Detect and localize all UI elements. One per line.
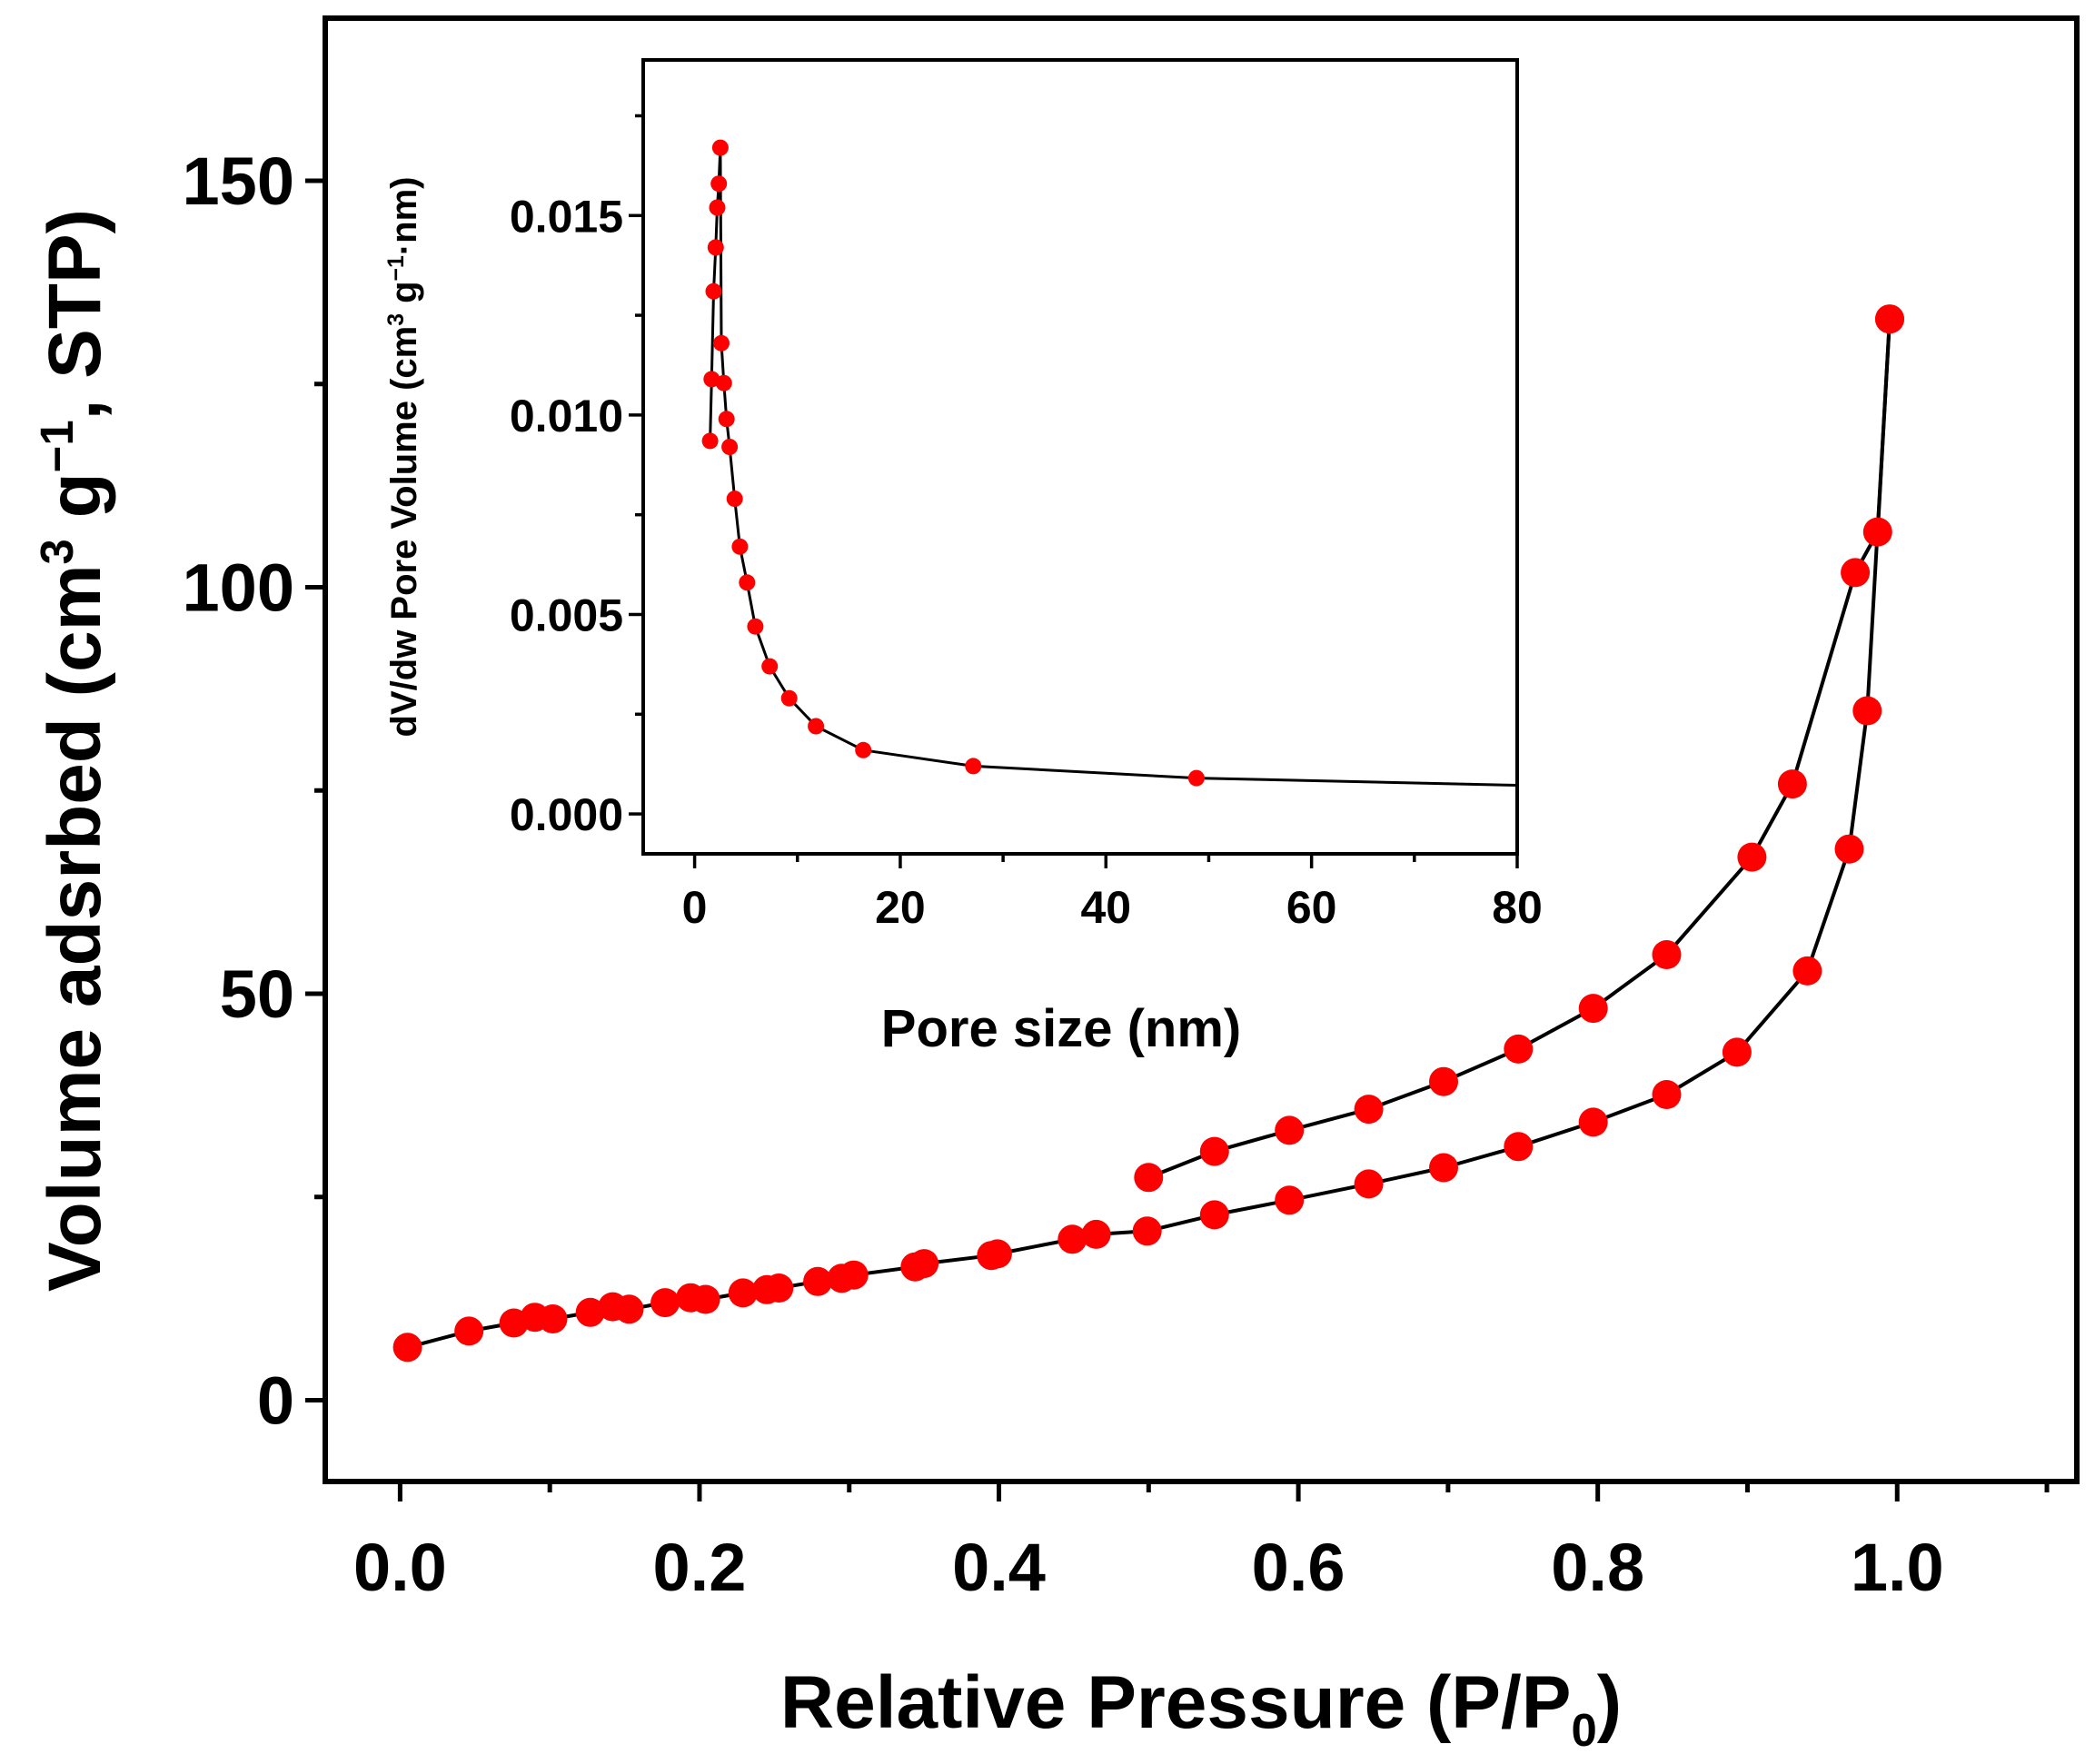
data-point xyxy=(713,334,730,352)
data-point xyxy=(709,199,726,216)
data-point xyxy=(1134,1163,1164,1193)
data-point xyxy=(1354,1169,1384,1199)
data-point xyxy=(728,1278,758,1308)
data-point xyxy=(855,741,872,758)
data-point xyxy=(1652,1080,1682,1109)
data-point xyxy=(1578,994,1608,1024)
data-point xyxy=(803,1266,833,1296)
data-point xyxy=(1652,940,1682,969)
main-y-axis-label: Volume adsrbed (cm3 g−1, STP) xyxy=(31,209,116,1292)
main-plot-frame xyxy=(323,15,2080,1484)
inset-x-axis-label: Pore size (nm) xyxy=(881,999,1241,1058)
inset-data-points xyxy=(701,139,1205,787)
data-point xyxy=(1429,1066,1458,1096)
data-point xyxy=(1722,1037,1752,1067)
data-point xyxy=(747,618,764,635)
x-tick-label: 0.4 xyxy=(952,1530,1046,1605)
data-point xyxy=(1081,1219,1111,1249)
data-point xyxy=(1504,1132,1534,1162)
data-point xyxy=(764,1273,794,1303)
inset-x-tick-labels: 0 20 40 60 80 xyxy=(682,882,1543,933)
data-point xyxy=(1841,558,1871,588)
data-point xyxy=(808,718,825,735)
data-point xyxy=(726,491,743,508)
data-point xyxy=(1199,1136,1229,1166)
y-tick-label: 100 xyxy=(183,550,294,626)
inset-series-lines xyxy=(709,146,1518,787)
y-tick-label: 0.005 xyxy=(510,590,623,640)
x-tick-label: 0.6 xyxy=(1252,1530,1345,1605)
data-point xyxy=(701,432,719,450)
inset-y-tick-labels: 0.000 0.005 0.010 0.015 xyxy=(510,191,623,840)
data-point xyxy=(1275,1185,1305,1215)
inset-tick-marks xyxy=(629,114,1519,868)
data-point xyxy=(710,175,728,193)
data-point xyxy=(1578,1107,1608,1137)
x-tick-label: 0 xyxy=(682,882,708,933)
data-point xyxy=(715,374,732,391)
data-point xyxy=(1057,1224,1087,1254)
data-point xyxy=(982,1239,1012,1269)
data-point xyxy=(1429,1153,1458,1183)
data-point xyxy=(1862,517,1892,547)
data-point xyxy=(739,574,756,591)
x-tick-label: 1.0 xyxy=(1851,1530,1944,1605)
data-point xyxy=(1834,834,1864,864)
x-tick-label: 40 xyxy=(1080,882,1131,933)
data-point xyxy=(1737,842,1767,872)
data-point xyxy=(1792,956,1822,986)
data-point xyxy=(839,1260,869,1290)
main-x-axis-label: Relative Pressure (P/P0) xyxy=(780,1661,1622,1756)
main-x-tick-labels: 0.0 0.2 0.4 0.6 0.8 1.0 xyxy=(353,1530,1944,1605)
data-point xyxy=(1132,1216,1162,1246)
main-y-tick-labels: 0 50 100 150 xyxy=(183,144,294,1439)
data-point xyxy=(1354,1095,1384,1125)
data-point xyxy=(718,411,735,428)
inset-plot-frame xyxy=(641,58,1519,856)
data-point xyxy=(1504,1034,1534,1064)
data-point xyxy=(614,1294,644,1324)
data-point xyxy=(1852,696,1882,726)
data-point xyxy=(707,239,724,256)
data-point xyxy=(703,371,720,388)
x-tick-label: 0.8 xyxy=(1551,1530,1644,1605)
data-point xyxy=(909,1249,939,1279)
data-point xyxy=(721,439,739,455)
data-point xyxy=(965,758,982,775)
x-tick-label: 60 xyxy=(1286,882,1337,933)
x-tick-label: 0.2 xyxy=(653,1530,747,1605)
x-tick-label: 80 xyxy=(1492,882,1543,933)
y-tick-label: 0.000 xyxy=(510,789,623,840)
data-point xyxy=(690,1284,720,1314)
y-tick-label: 0 xyxy=(257,1363,294,1439)
data-point xyxy=(575,1297,605,1327)
data-point xyxy=(705,282,722,300)
data-point xyxy=(761,658,779,675)
series-line xyxy=(709,146,1518,787)
data-point xyxy=(1875,304,1904,334)
data-point xyxy=(538,1304,568,1333)
data-point xyxy=(711,139,729,156)
data-point xyxy=(1187,769,1205,787)
data-point xyxy=(392,1333,422,1363)
y-tick-label: 0.010 xyxy=(510,391,623,441)
y-tick-label: 50 xyxy=(220,956,294,1032)
data-point xyxy=(1777,769,1807,799)
main-chart: 0.0 0.2 0.4 0.6 0.8 1.0 0 50 100 150 Relative Pr… xyxy=(31,15,2080,1756)
data-point xyxy=(780,689,798,707)
data-point xyxy=(1275,1115,1305,1145)
data-point xyxy=(454,1316,484,1346)
inset-y-axis-label: dV/dw Pore Volume (cm3 g−1·nm) xyxy=(384,177,424,738)
y-tick-label: 150 xyxy=(183,144,294,219)
data-point xyxy=(731,538,749,555)
data-point xyxy=(650,1288,680,1318)
y-tick-label: 0.015 xyxy=(510,191,623,242)
main-tick-marks xyxy=(305,178,2050,1501)
x-tick-label: 20 xyxy=(875,882,926,933)
main-data-points xyxy=(392,304,1904,1363)
inset-chart: 0 20 40 60 80 0.000 0.005 0.010 0.015 Pore size… xyxy=(384,58,1543,1058)
data-point xyxy=(1199,1200,1229,1230)
x-tick-label: 0.0 xyxy=(353,1530,447,1605)
